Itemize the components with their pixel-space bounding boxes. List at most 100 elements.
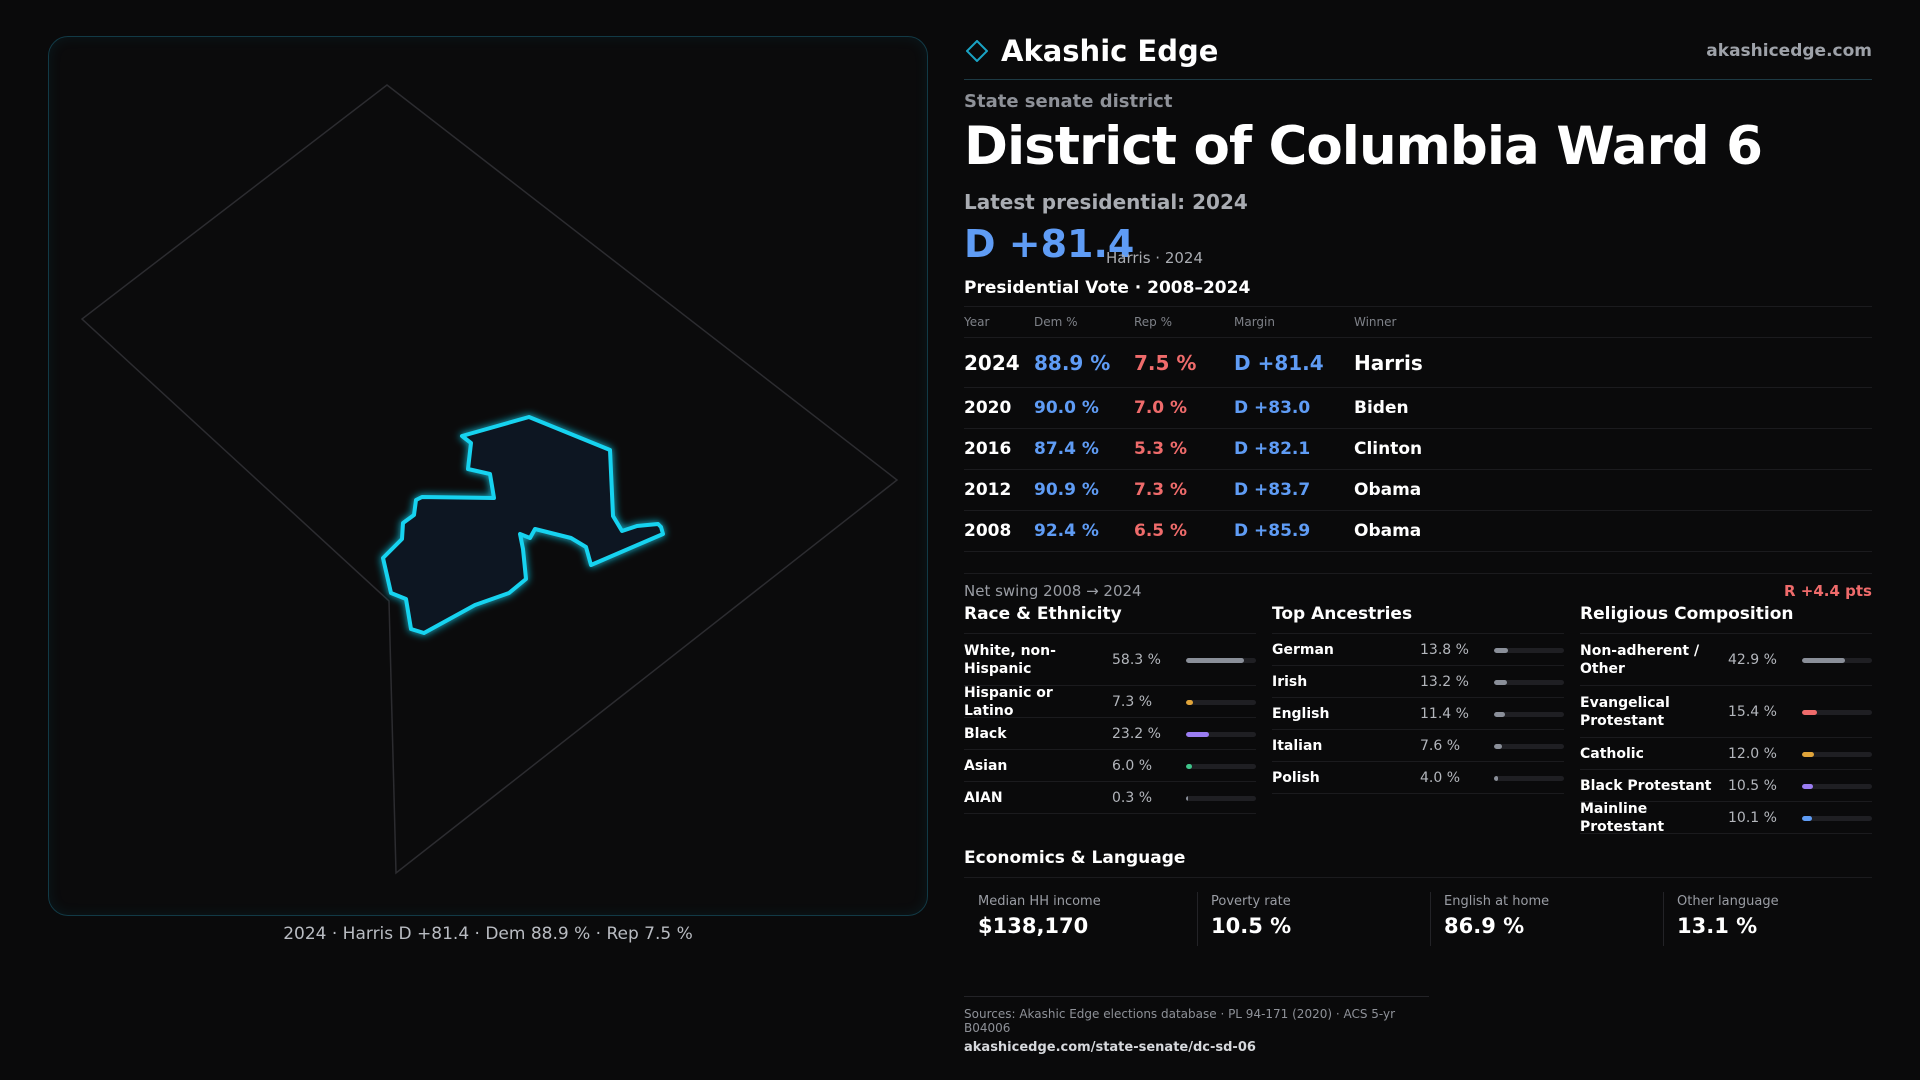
item-bar bbox=[1494, 647, 1564, 653]
stat-divider bbox=[1430, 892, 1431, 946]
item-pct: 12.0 % bbox=[1728, 745, 1777, 762]
item-name: Irish bbox=[1272, 673, 1308, 690]
item-name: German bbox=[1272, 641, 1334, 658]
religion-title: Religious Composition bbox=[1580, 604, 1872, 634]
row-year: 2020 bbox=[964, 398, 1012, 418]
stat-value: $138,170 bbox=[978, 914, 1089, 938]
list-item: Non-adherent / Other 42.9 % bbox=[1580, 634, 1872, 686]
stat-other-language: Other language 13.1 % bbox=[1663, 892, 1873, 946]
item-pct: 7.3 % bbox=[1112, 693, 1153, 710]
item-name: Polish bbox=[1272, 769, 1320, 786]
list-item: Black 23.2 % bbox=[964, 718, 1256, 750]
col-margin-header: Margin bbox=[1234, 315, 1275, 329]
col-dem-header: Dem % bbox=[1034, 315, 1078, 329]
item-bar bbox=[1186, 763, 1256, 769]
ward-6-shape[interactable] bbox=[381, 415, 665, 635]
item-name: English bbox=[1272, 705, 1330, 722]
stat-value: 10.5 % bbox=[1211, 914, 1292, 938]
item-bar bbox=[1802, 751, 1872, 757]
table-row: 2024 88.9 % 7.5 % D +81.4 Harris bbox=[964, 338, 1872, 388]
item-bar-fill bbox=[1186, 731, 1210, 737]
race-ethnicity-section: Race & Ethnicity White, non-Hispanic 58.… bbox=[964, 604, 1256, 814]
stat-value: 13.1 % bbox=[1677, 914, 1758, 938]
site-domain-link[interactable]: akashicedge.com bbox=[1706, 41, 1872, 61]
net-swing: Net swing 2008 → 2024 R +4.4 pts bbox=[964, 573, 1872, 600]
item-bar-fill bbox=[1802, 815, 1813, 821]
page-url-link[interactable]: akashicedge.com/state-senate/dc-sd-06 bbox=[964, 1040, 1256, 1055]
item-bar bbox=[1186, 795, 1256, 801]
item-name: AIAN bbox=[964, 789, 1003, 806]
map-caption: 2024 · Harris D +81.4 · Dem 88.9 % · Rep… bbox=[283, 924, 693, 944]
item-pct: 15.4 % bbox=[1728, 703, 1777, 720]
table-row: 2008 92.4 % 6.5 % D +85.9 Obama bbox=[964, 511, 1872, 552]
row-dem-pct: 88.9 % bbox=[1034, 350, 1111, 375]
item-name: Catholic bbox=[1580, 745, 1644, 762]
item-bar-fill bbox=[1186, 657, 1245, 663]
district-map[interactable] bbox=[48, 36, 928, 916]
row-winner: Obama bbox=[1354, 480, 1422, 500]
item-bar bbox=[1186, 731, 1256, 737]
ancestries-section: Top Ancestries German 13.8 % Irish 13.2 … bbox=[1272, 604, 1564, 794]
list-item: Black Protestant 10.5 % bbox=[1580, 770, 1872, 802]
table-row: 2012 90.9 % 7.3 % D +83.7 Obama bbox=[964, 470, 1872, 511]
list-item: White, non-Hispanic 58.3 % bbox=[964, 634, 1256, 686]
item-name: Mainline Protestant bbox=[1580, 800, 1665, 835]
item-name: Black Protestant bbox=[1580, 777, 1712, 794]
item-bar-fill bbox=[1802, 783, 1813, 789]
item-name: Evangelical Protestant bbox=[1580, 694, 1670, 729]
item-pct: 42.9 % bbox=[1728, 651, 1777, 668]
info-panel: Akashic Edge akashicedge.com State senat… bbox=[964, 0, 1872, 1080]
list-item: German 13.8 % bbox=[1272, 634, 1564, 666]
row-rep-pct: 7.0 % bbox=[1134, 398, 1188, 418]
district-type: State senate district bbox=[964, 91, 1173, 112]
table-row: 2020 90.0 % 7.0 % D +83.0 Biden bbox=[964, 388, 1872, 429]
row-winner: Harris bbox=[1354, 350, 1423, 375]
item-bar-fill bbox=[1494, 679, 1508, 685]
col-year-header: Year bbox=[964, 315, 990, 329]
brand-name: Akashic Edge bbox=[1001, 34, 1219, 68]
row-winner: Biden bbox=[1354, 398, 1409, 418]
row-dem-pct: 90.9 % bbox=[1034, 480, 1099, 500]
list-item: AIAN 0.3 % bbox=[964, 782, 1256, 814]
stat-label: English at home bbox=[1444, 894, 1550, 909]
page-title: District of Columbia Ward 6 bbox=[964, 116, 1763, 177]
list-item: Irish 13.2 % bbox=[1272, 666, 1564, 698]
list-item: Catholic 12.0 % bbox=[1580, 738, 1872, 770]
item-bar-fill bbox=[1494, 647, 1508, 653]
item-pct: 0.3 % bbox=[1112, 789, 1153, 806]
list-item: Mainline Protestant 10.1 % bbox=[1580, 800, 1872, 835]
sources-text: Sources: Akashic Edge elections database… bbox=[964, 1007, 1396, 1035]
col-rep-header: Rep % bbox=[1134, 315, 1173, 329]
item-pct: 58.3 % bbox=[1112, 651, 1161, 668]
row-year: 2008 bbox=[964, 521, 1012, 541]
item-name: Italian bbox=[1272, 737, 1323, 754]
item-bar bbox=[1802, 709, 1872, 715]
item-name: White, non-Hispanic bbox=[964, 642, 1056, 677]
list-item: Asian 6.0 % bbox=[964, 750, 1256, 782]
stat-label: Median HH income bbox=[978, 894, 1101, 909]
row-margin: D +83.0 bbox=[1234, 398, 1311, 418]
row-year: 2024 bbox=[964, 350, 1020, 375]
table-header: Year Dem % Rep % Margin Winner bbox=[964, 306, 1872, 338]
stat-label: Other language bbox=[1677, 894, 1779, 909]
stat-english-at-home: English at home 86.9 % bbox=[1430, 892, 1640, 946]
map-canvas bbox=[80, 84, 899, 875]
item-bar bbox=[1802, 815, 1872, 821]
race-ethnicity-title: Race & Ethnicity bbox=[964, 604, 1256, 634]
item-bar-fill bbox=[1186, 763, 1192, 769]
diamond-logo-icon bbox=[966, 40, 988, 62]
row-rep-pct: 5.3 % bbox=[1134, 439, 1188, 459]
presidential-table: Year Dem % Rep % Margin Winner 2024 88.9… bbox=[964, 306, 1872, 552]
economics-title: Economics & Language bbox=[964, 848, 1872, 878]
row-dem-pct: 90.0 % bbox=[1034, 398, 1099, 418]
item-bar-fill bbox=[1186, 795, 1188, 801]
col-winner-header: Winner bbox=[1354, 315, 1397, 329]
row-margin: D +83.7 bbox=[1234, 480, 1311, 500]
item-pct: 13.8 % bbox=[1420, 641, 1469, 658]
footer: Sources: Akashic Edge elections database… bbox=[964, 996, 1429, 1055]
stat-label: Poverty rate bbox=[1211, 894, 1291, 909]
item-pct: 23.2 % bbox=[1112, 725, 1161, 742]
stat-poverty-rate: Poverty rate 10.5 % bbox=[1197, 892, 1407, 946]
row-dem-pct: 87.4 % bbox=[1034, 439, 1099, 459]
header: Akashic Edge akashicedge.com bbox=[964, 32, 1872, 80]
